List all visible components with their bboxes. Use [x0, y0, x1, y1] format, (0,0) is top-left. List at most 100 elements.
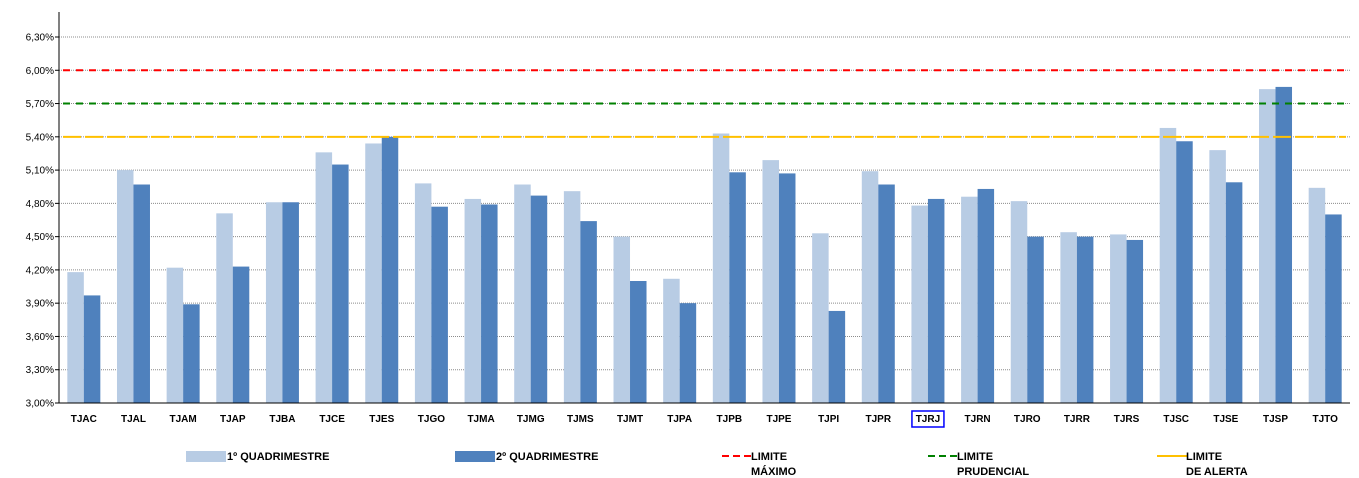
bar-tjsp-series-1 — [1259, 89, 1276, 404]
bar-tjpa-series-2 — [679, 303, 697, 403]
y-tick-label: 5,40% — [26, 132, 54, 143]
bar-tjpr-series-1 — [861, 171, 879, 403]
y-tick-label: 6,30% — [26, 33, 54, 44]
bars — [67, 86, 1342, 404]
x-tick-label: TJMT — [617, 414, 643, 425]
bar-tjsc-series-2 — [1176, 141, 1193, 403]
bar-tjce-series-2 — [332, 164, 349, 403]
x-tick-label: TJES — [369, 414, 394, 425]
bar-tjrj-series-1 — [911, 205, 928, 403]
x-tick-label: TJAM — [170, 414, 197, 425]
bar-tjap-series-1 — [216, 213, 233, 403]
bar-tjce-series-1 — [315, 152, 333, 403]
bar-tjrr-series-2 — [1076, 236, 1094, 403]
x-tick-label: TJAC — [71, 414, 97, 425]
x-tick-label: TJBA — [269, 414, 295, 425]
y-tick-label: 3,60% — [26, 332, 54, 343]
x-tick-label: TJRN — [965, 414, 991, 425]
legend-swatch — [186, 451, 226, 462]
axes — [55, 12, 1350, 404]
bar-tjto-series-2 — [1325, 214, 1342, 403]
bar-tjpe-series-2 — [778, 173, 796, 403]
bar-tjba-series-2 — [282, 202, 299, 403]
bar-tjto-series-1 — [1308, 187, 1326, 403]
bar-tjpr-series-2 — [878, 184, 895, 403]
y-tick-label: 3,90% — [26, 299, 54, 310]
bar-tjgo-series-2 — [431, 206, 448, 403]
bar-tjes-series-2 — [381, 136, 399, 403]
bar-tjse-series-1 — [1209, 150, 1226, 403]
bar-tjac-series-2 — [83, 295, 101, 403]
y-tick-label: 4,50% — [26, 232, 54, 243]
bar-tjpb-series-2 — [729, 172, 746, 403]
legend-label: LIMITE — [1186, 451, 1222, 463]
legend-label: LIMITE — [957, 451, 993, 463]
x-tick-label: TJRS — [1114, 414, 1140, 425]
legend-label: LIMITE — [751, 451, 787, 463]
y-tick-label: 4,20% — [26, 265, 54, 276]
bar-tjap-series-2 — [232, 266, 250, 403]
bar-tjrs-series-1 — [1110, 234, 1127, 403]
bar-tjmg-series-1 — [514, 184, 531, 403]
legend-label: MÁXIMO — [751, 465, 797, 478]
grid-lines — [59, 36, 1350, 371]
legend-label: 2º QUADRIMESTRE — [496, 451, 598, 463]
y-tick-label: 5,70% — [26, 99, 54, 110]
bar-tjac-series-1 — [67, 272, 84, 403]
bar-tjro-series-1 — [1010, 201, 1028, 403]
bar-tjam-series-2 — [183, 304, 200, 403]
legend-label: PRUDENCIAL — [957, 466, 1029, 478]
x-tick-label: TJPB — [717, 414, 743, 425]
bar-tjes-series-1 — [365, 143, 382, 404]
bar-tjam-series-1 — [166, 267, 184, 403]
bar-tjpb-series-1 — [712, 133, 730, 403]
bar-tjpe-series-1 — [762, 160, 779, 403]
x-tick-label: TJPR — [866, 414, 892, 425]
bar-tjmg-series-2 — [530, 195, 548, 403]
legend-label: 1º QUADRIMESTRE — [227, 451, 329, 463]
bar-tjsc-series-1 — [1159, 127, 1177, 403]
y-tick-label: 3,00% — [26, 399, 54, 410]
bar-tjse-series-2 — [1225, 182, 1243, 403]
x-tick-label: TJPE — [766, 414, 791, 425]
bar-tjrr-series-1 — [1060, 232, 1077, 403]
reference-lines — [63, 69, 1346, 138]
bar-tjma-series-2 — [481, 204, 498, 403]
x-tick-label: TJSE — [1213, 414, 1238, 425]
y-tick-label: 3,30% — [26, 365, 54, 376]
bar-tjrn-series-2 — [977, 188, 995, 403]
x-tick-label: TJSC — [1163, 414, 1189, 425]
bar-tjrs-series-2 — [1126, 239, 1144, 403]
x-tick-label: TJMS — [567, 414, 594, 425]
x-tick-label: TJAP — [220, 414, 246, 425]
legend: 1º QUADRIMESTRE 2º QUADRIMESTRE LIMITE MÁXI… — [186, 451, 1248, 478]
bar-tjal-series-1 — [116, 170, 134, 403]
bar-tjrn-series-1 — [961, 196, 978, 403]
y-tick-label: 6,00% — [26, 66, 54, 77]
x-tick-label: TJCE — [319, 414, 345, 425]
bar-tjal-series-2 — [133, 184, 150, 403]
bar-tjba-series-1 — [265, 202, 283, 403]
x-tick-label: TJRR — [1064, 414, 1091, 425]
bar-tjma-series-1 — [464, 198, 482, 403]
bar-tjms-series-1 — [563, 191, 581, 403]
x-tick-label: TJTO — [1312, 414, 1338, 425]
x-tick-label: TJSP — [1263, 414, 1288, 425]
bar-tjmt-series-1 — [613, 236, 631, 403]
bar-tjpi-series-1 — [812, 233, 829, 403]
bar-tjpi-series-2 — [828, 310, 846, 403]
legend-swatch — [455, 451, 495, 462]
highlight-box — [911, 410, 945, 428]
x-tick-label: TJGO — [418, 414, 445, 425]
bar-tjgo-series-1 — [414, 183, 432, 403]
bar-tjro-series-2 — [1027, 236, 1044, 403]
bar-tjsp-series-2 — [1275, 86, 1293, 403]
y-tick-label: 4,80% — [26, 199, 54, 210]
x-tick-label: TJRJ — [916, 414, 940, 425]
x-tick-label: TJPI — [818, 414, 839, 425]
bar-tjpa-series-1 — [663, 278, 680, 403]
x-tick-label: TJAL — [121, 414, 146, 425]
bar-tjms-series-2 — [580, 221, 597, 403]
legend-label: DE ALERTA — [1186, 466, 1248, 478]
